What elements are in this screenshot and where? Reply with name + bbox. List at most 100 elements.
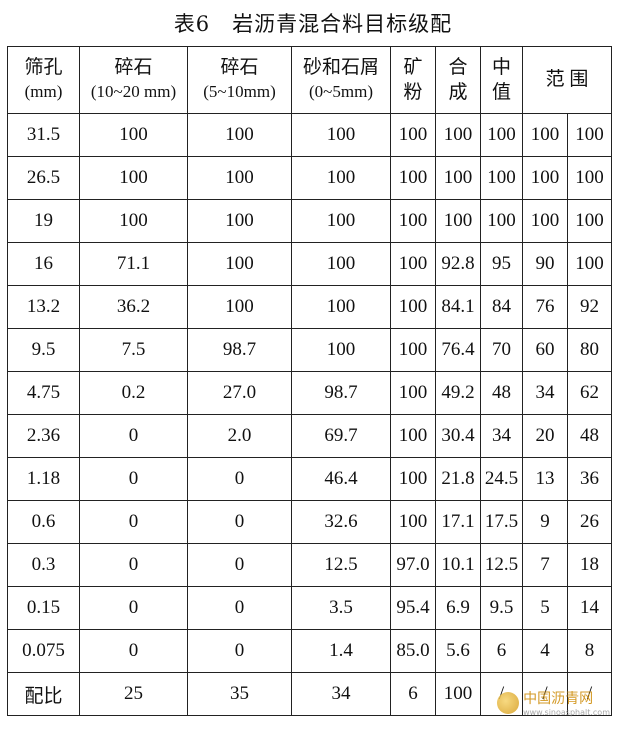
value-cell: 100 (522, 199, 568, 243)
table-row: 2.36 0 2.0 69.7 100 30.4 34 20 48 (7, 414, 612, 458)
value-cell: 49.2 (435, 371, 481, 415)
value-cell: 7 (522, 543, 568, 587)
value-cell: 7.5 (79, 328, 188, 372)
value-cell: 17.1 (435, 500, 481, 544)
value-cell: 0 (187, 586, 292, 630)
value-cell: 100 (480, 113, 523, 157)
value-cell: 100 (291, 328, 391, 372)
value-cell: 0 (79, 629, 188, 673)
table-row: 0.3 0 0 12.5 97.0 10.1 12.5 7 18 (7, 543, 612, 587)
value-cell: 100 (291, 242, 391, 286)
sieve-size-cell: 0.075 (7, 629, 80, 673)
value-cell: 100 (567, 199, 612, 243)
value-cell: 36 (567, 457, 612, 501)
value-cell: 100 (187, 113, 292, 157)
header-mineral-powder: 矿粉 (390, 46, 436, 114)
value-cell: 100 (187, 242, 292, 286)
value-cell: 100 (522, 113, 568, 157)
value-cell: 85.0 (390, 629, 436, 673)
sieve-size-cell: 2.36 (7, 414, 80, 458)
value-cell: 0 (79, 500, 188, 544)
value-cell: 26 (567, 500, 612, 544)
value-cell: 100 (390, 500, 436, 544)
value-cell: 100 (187, 156, 292, 200)
value-cell: 92.8 (435, 242, 481, 286)
watermark-logo-icon (497, 691, 520, 714)
value-cell: 76 (522, 285, 568, 329)
sieve-size-cell: 31.5 (7, 113, 80, 157)
value-cell: 100 (390, 414, 436, 458)
value-cell: 27.0 (187, 371, 292, 415)
value-cell: 100 (390, 156, 436, 200)
value-cell: 100 (390, 371, 436, 415)
value-cell: 48 (480, 371, 523, 415)
sieve-size-cell: 0.15 (7, 586, 80, 630)
table-row: 16 71.1 100 100 100 92.8 95 90 100 (7, 242, 612, 286)
value-cell: 12.5 (291, 543, 391, 587)
value-cell: 69.7 (291, 414, 391, 458)
value-cell: 36.2 (79, 285, 188, 329)
sieve-size-cell: 13.2 (7, 285, 80, 329)
value-cell: 10.1 (435, 543, 481, 587)
value-cell: 0.2 (79, 371, 188, 415)
header-sieve: 筛孔 (mm) (7, 46, 80, 114)
value-cell: 24.5 (480, 457, 523, 501)
value-cell: 100 (435, 156, 481, 200)
value-cell: 100 (390, 242, 436, 286)
sieve-size-cell: 16 (7, 242, 80, 286)
sieve-size-cell: 0.3 (7, 543, 80, 587)
value-cell: 14 (567, 586, 612, 630)
value-cell: 100 (567, 242, 612, 286)
value-cell: 100 (79, 156, 188, 200)
sieve-size-cell: 26.5 (7, 156, 80, 200)
header-fine-stone: 碎石 (5~10mm) (187, 46, 292, 114)
sieve-size-cell: 9.5 (7, 328, 80, 372)
value-cell: 84.1 (435, 285, 481, 329)
header-coarse-stone: 碎石 (10~20 mm) (79, 46, 188, 114)
sieve-size-cell: 4.75 (7, 371, 80, 415)
value-cell: 100 (390, 328, 436, 372)
value-cell: 46.4 (291, 457, 391, 501)
value-cell: 60 (522, 328, 568, 372)
header-row: 筛孔 (mm) 碎石 (10~20 mm) 碎石 (5~10mm) 砂和石屑 (0~5m… (7, 46, 612, 114)
value-cell: 13 (522, 457, 568, 501)
value-cell: 1.4 (291, 629, 391, 673)
table-row: 9.5 7.5 98.7 100 100 76.4 70 60 80 (7, 328, 612, 372)
value-cell: 100 (567, 156, 612, 200)
value-cell: 100 (435, 113, 481, 157)
header-sand-chips: 砂和石屑 (0~5mm) (291, 46, 391, 114)
value-cell: 100 (390, 285, 436, 329)
value-cell: 0 (187, 457, 292, 501)
table-row: 0.075 0 0 1.4 85.0 5.6 6 4 8 (7, 629, 612, 673)
value-cell: 5.6 (435, 629, 481, 673)
value-cell: 8 (567, 629, 612, 673)
sieve-size-cell: 0.6 (7, 500, 80, 544)
gradation-table: 筛孔 (mm) 碎石 (10~20 mm) 碎石 (5~10mm) 砂和石屑 (0~5m… (7, 46, 612, 716)
value-cell: 34 (480, 414, 523, 458)
header-composite: 合成 (435, 46, 481, 114)
value-cell: 21.8 (435, 457, 481, 501)
value-cell: 100 (567, 113, 612, 157)
value-cell: 2.0 (187, 414, 292, 458)
value-cell: 70 (480, 328, 523, 372)
value-cell: 100 (390, 199, 436, 243)
value-cell: 100 (435, 199, 481, 243)
value-cell: 100 (291, 113, 391, 157)
table-row: 13.2 36.2 100 100 100 84.1 84 76 92 (7, 285, 612, 329)
sieve-size-cell: 19 (7, 199, 80, 243)
watermark-url: www.sinoasphalt.com (523, 708, 610, 717)
value-cell: 0 (187, 629, 292, 673)
value-cell: 48 (567, 414, 612, 458)
value-cell: 17.5 (480, 500, 523, 544)
value-cell: 90 (522, 242, 568, 286)
value-cell: 20 (522, 414, 568, 458)
value-cell: 0 (79, 543, 188, 587)
value-cell: 12.5 (480, 543, 523, 587)
value-cell: 95.4 (390, 586, 436, 630)
value-cell: 4 (522, 629, 568, 673)
value-cell: 9 (522, 500, 568, 544)
value-cell: 76.4 (435, 328, 481, 372)
value-cell: 100 (291, 156, 391, 200)
value-cell: 0 (79, 457, 188, 501)
value-cell: 35 (187, 672, 292, 716)
